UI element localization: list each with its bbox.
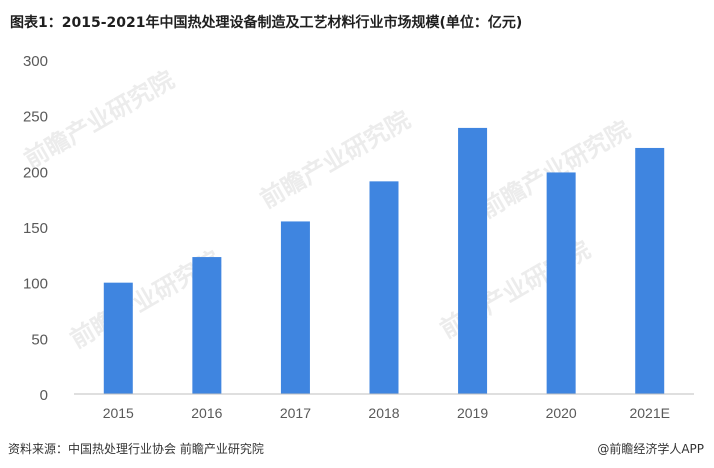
- x-tick-label: 2020: [546, 405, 577, 421]
- y-tick-label: 200: [23, 164, 48, 181]
- x-tick-label: 2016: [191, 405, 222, 421]
- y-axis: 0 50 100 150 200 250 300: [23, 53, 48, 404]
- bar-series: [103, 127, 665, 394]
- x-tick-label: 2018: [368, 405, 399, 421]
- bar-2017: [280, 221, 310, 394]
- x-axis: 2015 2016 2017 2018 2019 2020 2021E: [103, 405, 670, 421]
- x-tick-label: 2017: [280, 405, 311, 421]
- x-tick-label: 2015: [103, 405, 134, 421]
- brand-label: @前瞻经济学人APP: [597, 442, 704, 456]
- bar-2015: [103, 282, 133, 394]
- bar-2016: [192, 257, 222, 394]
- y-tick-label: 100: [23, 276, 48, 293]
- y-tick-label: 250: [23, 109, 48, 126]
- bar-2020: [546, 172, 576, 394]
- bar-2019: [458, 127, 488, 394]
- x-tick-label: 2019: [457, 405, 488, 421]
- source-note: 资料来源：中国热处理行业协会 前瞻产业研究院: [8, 442, 264, 456]
- y-tick-label: 50: [31, 331, 48, 348]
- chart-title: 图表1：2015-2021年中国热处理设备制造及工艺材料行业市场规模(单位：亿元…: [10, 15, 523, 31]
- y-tick-label: 150: [23, 220, 48, 237]
- y-tick-label: 300: [23, 53, 48, 70]
- bar-2021E: [635, 147, 665, 394]
- y-tick-label: 0: [40, 387, 48, 404]
- x-tick-label: 2021E: [629, 405, 669, 421]
- bar-2018: [369, 181, 399, 394]
